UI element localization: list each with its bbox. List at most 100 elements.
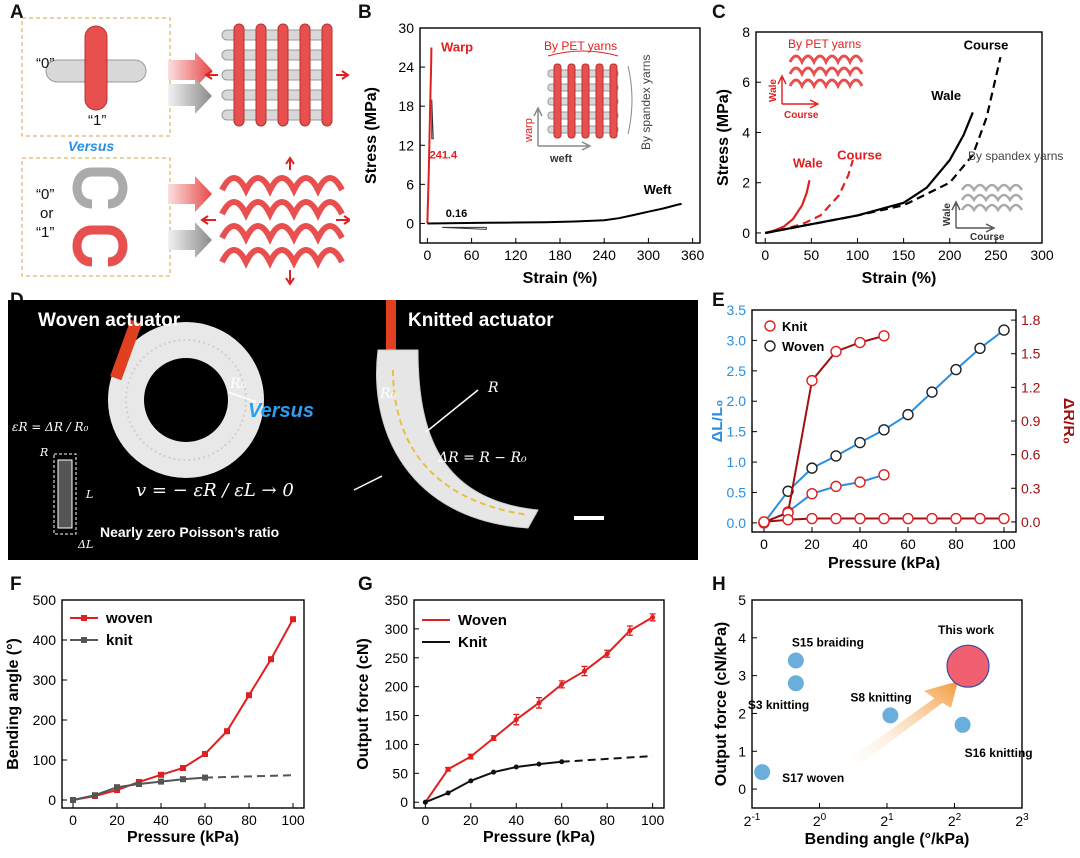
poisson-equation: v = − εR / εL → 0	[136, 480, 294, 501]
legend-marker-woven	[81, 615, 87, 621]
x-tick-label: 23	[1015, 812, 1029, 829]
data-point-woven	[878, 424, 890, 436]
y-tick-label: 100	[385, 736, 409, 752]
y-tick-label: 2	[738, 705, 746, 721]
inset-spandex-loop-row	[960, 193, 1024, 203]
x-tick-label: 0	[760, 536, 768, 552]
x-axis-label: Strain (%)	[862, 270, 937, 287]
inset-spandex-loop-row	[960, 203, 1024, 213]
data-point-woven	[806, 462, 818, 474]
inset-weft-label: weft	[549, 153, 572, 165]
x-tick-label: 0	[761, 247, 769, 263]
data-point-woven	[950, 512, 962, 525]
inset-arrow-warp	[533, 106, 543, 146]
x-axis-label: Strain (%)	[523, 270, 598, 287]
inset-warp-yarn	[581, 63, 590, 139]
inset-warp-label: warp	[523, 118, 535, 143]
inset-pet-arrow-wale	[777, 74, 787, 104]
inset-warp-yarn	[595, 63, 604, 139]
y-tick-label: 300	[33, 672, 57, 688]
data-point-knit	[491, 769, 497, 775]
data-point-woven	[806, 512, 818, 525]
y-axis-label-left: ΔL/L₀	[712, 400, 726, 443]
chart-e: 0 20 40 60 80 100 0.0 0.5 1.0 1.5 2.0 2.5 3.0 3.5 0.0 0…	[712, 302, 1074, 570]
data-point-knit	[202, 774, 208, 781]
label-one-knit: “1”	[36, 224, 55, 241]
x-tick-label: 40	[508, 812, 524, 828]
data-point-woven	[974, 342, 986, 355]
data-point-woven	[581, 668, 587, 674]
x-tick-label: 20	[463, 812, 479, 828]
y-tick-label: 350	[385, 592, 409, 608]
x-tick-label: 80	[241, 812, 257, 828]
y-tick-label: 500	[33, 592, 57, 608]
x-tick-label: 250	[984, 247, 1008, 263]
y-tick-label: 8	[742, 24, 750, 40]
y-tick-label: 400	[33, 632, 57, 648]
y-tick-label: 3.5	[727, 302, 747, 318]
x-axis-label: Bending angle (°/kPa)	[805, 831, 970, 848]
data-point-knit	[559, 759, 565, 765]
x-tick-label: 0	[421, 812, 429, 828]
series-line-knit-right	[763, 334, 885, 523]
inset-pet-arrow-course	[782, 99, 820, 109]
y-tick-label-right: 1.2	[1021, 379, 1041, 395]
data-point-knit	[70, 797, 76, 803]
versus-label: Versus	[248, 400, 314, 422]
legend-label-knit: Knit	[458, 634, 487, 651]
legend-label-woven: Woven	[782, 339, 824, 354]
x-tick-label: 20	[813, 812, 827, 829]
data-point-knit	[92, 792, 98, 799]
plot-frame	[755, 31, 1043, 244]
data-point-knit	[878, 330, 890, 342]
y-axis-label: Stress (MPa)	[363, 87, 380, 184]
data-point-woven	[830, 450, 842, 462]
label-course-spandex: Course	[964, 38, 1009, 53]
data-point-woven	[491, 735, 497, 741]
scatter-point	[954, 716, 971, 733]
y-tick-label: 1.5	[727, 424, 747, 440]
y-tick-label: 150	[385, 708, 409, 724]
x-tick-label: 80	[948, 536, 964, 552]
data-point-knit	[513, 764, 519, 770]
x-tick-label: 40	[852, 536, 868, 552]
delta-r-equation: ΔR = R − R₀	[438, 450, 527, 466]
y-tick-label: 24	[398, 59, 414, 75]
sketch-l-label: L	[86, 488, 94, 501]
red-loop	[72, 225, 128, 267]
label-zero-knit: “0”	[36, 186, 55, 203]
data-point-knit	[136, 781, 142, 787]
poisson-caption: Nearly zero Poisson’s ratio	[100, 524, 280, 540]
knit-unit-box	[21, 157, 171, 277]
x-tick-label: 300	[1030, 247, 1054, 263]
gray-loop	[72, 167, 128, 209]
x-tick-label: 180	[548, 247, 572, 263]
y-tick-label-right: 1.8	[1021, 312, 1041, 328]
series-line-warp	[426, 47, 433, 224]
data-point-knit	[180, 776, 186, 783]
y-tick-label: 5	[738, 592, 746, 608]
slope-triangle-warp	[431, 99, 434, 140]
x-axis-label: Pressure (kPa)	[483, 829, 595, 846]
data-point-knit	[422, 799, 428, 805]
woven-fabric	[204, 23, 350, 127]
inset-pet-loop-row	[788, 54, 864, 66]
inset-spandex-knit: By spandex yarns Wale Course	[942, 149, 1063, 243]
data-point-woven	[627, 628, 633, 634]
y-tick-label-right: 0.6	[1021, 447, 1041, 463]
r-knit-label: R	[488, 380, 499, 396]
panel-label-e: E	[712, 290, 725, 311]
photo-illustration	[53, 300, 604, 535]
x-tick-label: 22	[948, 812, 962, 829]
inset-spandex-loop-row	[960, 183, 1024, 193]
x-tick-label: 100	[641, 812, 665, 828]
data-point-woven	[926, 386, 938, 398]
inset-spandex-course: Course	[970, 232, 1005, 243]
arrow-gray-bottom	[168, 222, 212, 258]
data-point-knit	[158, 778, 164, 785]
data-point-woven	[268, 656, 274, 663]
inset-pet-title: By PET yarns	[788, 37, 861, 51]
poisson-sketch	[53, 453, 77, 535]
inset-spandex-arrow-course	[956, 223, 996, 233]
